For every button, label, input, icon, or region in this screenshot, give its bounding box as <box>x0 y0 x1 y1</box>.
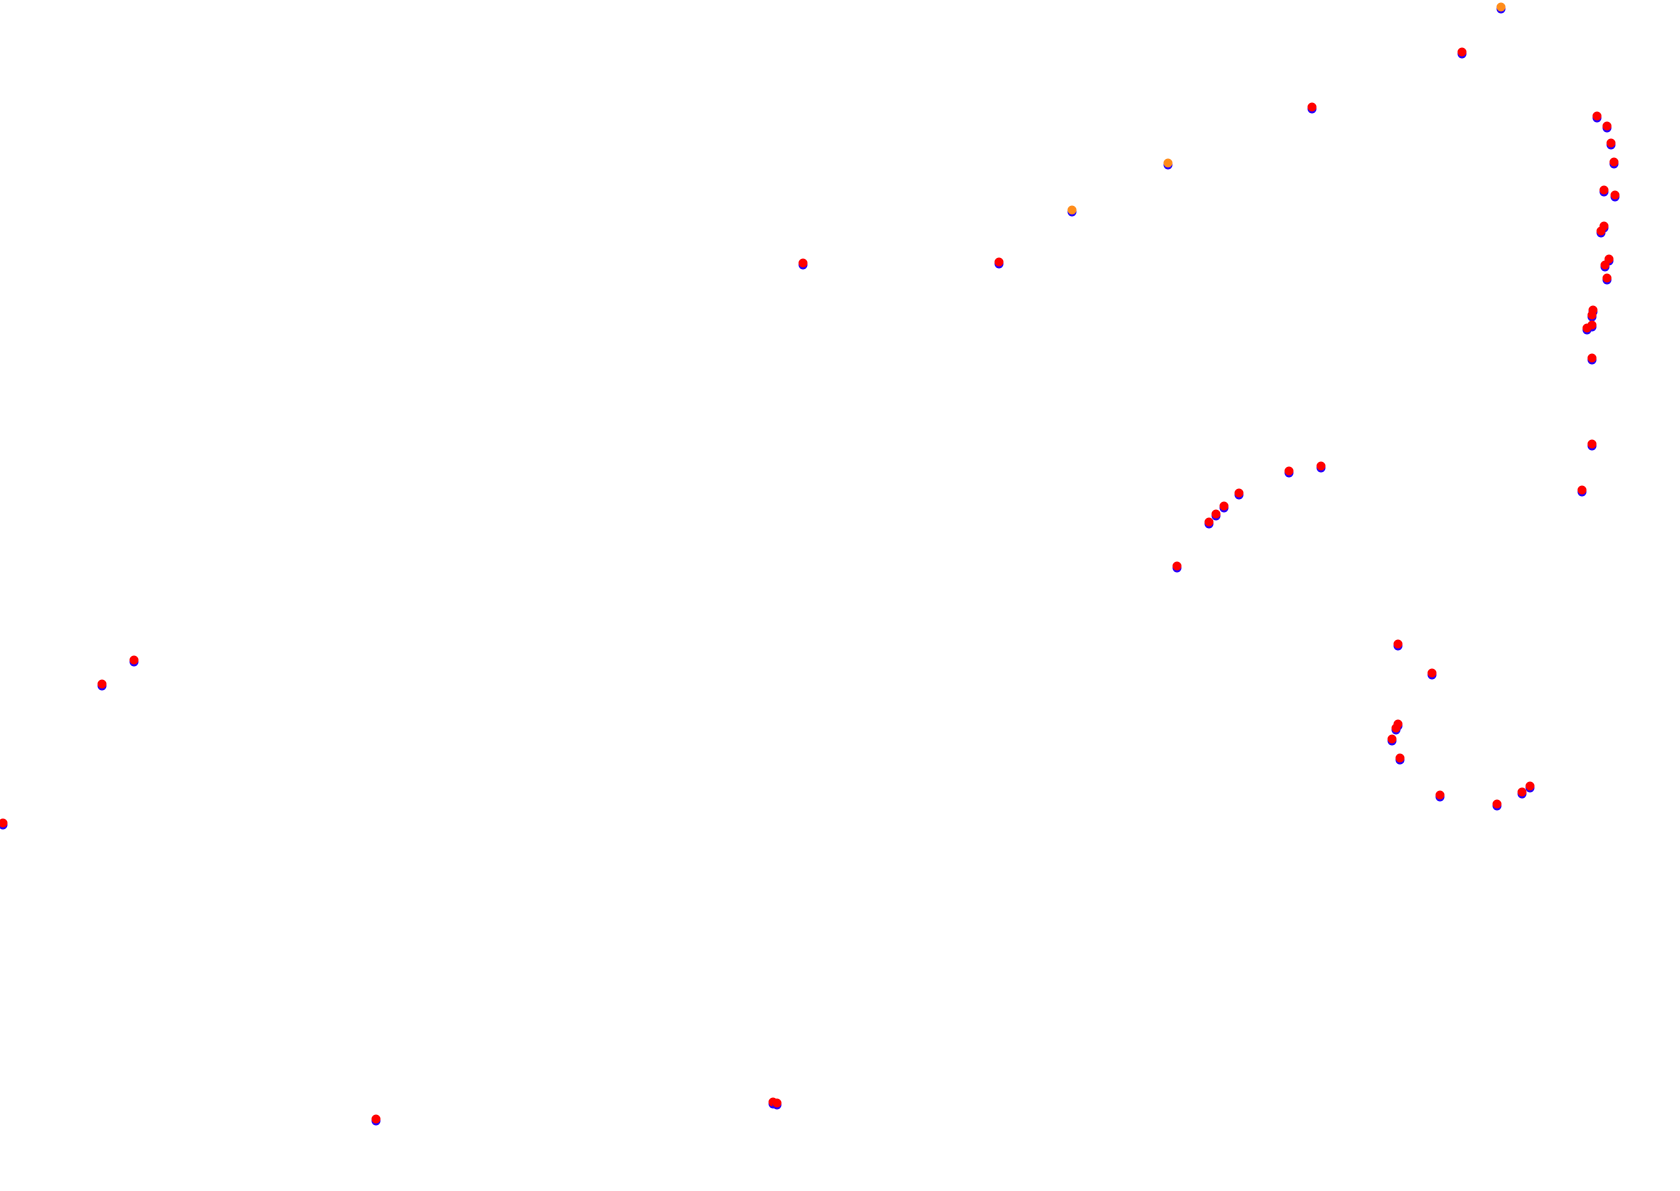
point-overlay <box>1393 639 1403 649</box>
point-marker <box>1067 205 1077 217</box>
point-overlay <box>1387 734 1397 744</box>
point-marker <box>1602 121 1612 133</box>
point-marker <box>1457 47 1467 59</box>
point-overlay <box>772 1098 782 1108</box>
point-marker <box>1219 501 1229 513</box>
point-marker <box>1587 310 1597 322</box>
point-marker <box>1284 466 1294 478</box>
point-overlay <box>1457 47 1467 57</box>
point-marker <box>1427 668 1437 680</box>
point-marker <box>1525 781 1535 793</box>
points-layer <box>0 2 1620 1126</box>
point-overlay <box>1610 190 1620 200</box>
point-marker <box>1592 111 1602 123</box>
point-marker <box>1577 485 1587 497</box>
point-marker <box>129 655 139 667</box>
point-marker <box>1610 190 1620 202</box>
point-overlay <box>1435 790 1445 800</box>
point-overlay <box>1219 501 1229 511</box>
point-overlay <box>1609 157 1619 167</box>
point-overlay <box>994 257 1004 267</box>
point-marker <box>0 818 8 830</box>
point-marker <box>371 1114 381 1126</box>
point-marker <box>1435 790 1445 802</box>
point-overlay <box>1172 561 1182 571</box>
point-marker <box>1316 461 1326 473</box>
point-marker <box>1204 517 1214 529</box>
point-marker <box>1234 488 1244 500</box>
point-overlay <box>1599 185 1609 195</box>
point-marker <box>1602 273 1612 285</box>
point-overlay <box>1211 509 1221 519</box>
point-overlay <box>1163 158 1173 168</box>
point-marker <box>1163 158 1173 170</box>
point-marker <box>1599 185 1609 197</box>
point-marker <box>97 679 107 691</box>
point-marker <box>1492 799 1502 811</box>
point-overlay <box>1517 787 1527 797</box>
point-overlay <box>1602 121 1612 131</box>
point-overlay <box>798 258 808 268</box>
point-marker <box>1609 157 1619 169</box>
point-marker <box>798 258 808 270</box>
point-overlay <box>0 818 8 828</box>
point-marker <box>1517 787 1527 799</box>
point-overlay <box>1427 668 1437 678</box>
point-overlay <box>1600 260 1610 270</box>
point-marker <box>1587 353 1597 365</box>
point-marker <box>1391 723 1401 735</box>
point-overlay <box>1596 226 1606 236</box>
point-overlay <box>1582 323 1592 333</box>
point-overlay <box>1592 111 1602 121</box>
point-overlay <box>1307 102 1317 112</box>
point-overlay <box>1234 488 1244 498</box>
point-overlay <box>1204 517 1214 527</box>
point-marker <box>772 1098 782 1110</box>
point-overlay <box>1284 466 1294 476</box>
point-overlay <box>1391 723 1401 733</box>
point-overlay <box>1067 205 1077 215</box>
point-marker <box>1393 639 1403 651</box>
point-marker <box>994 257 1004 269</box>
point-marker <box>1587 439 1597 451</box>
point-overlay <box>1587 353 1597 363</box>
point-overlay <box>129 655 139 665</box>
point-marker <box>1387 734 1397 746</box>
point-marker <box>1307 102 1317 114</box>
point-overlay <box>1316 461 1326 471</box>
point-overlay <box>1587 310 1597 320</box>
point-overlay <box>371 1114 381 1124</box>
point-overlay <box>1492 799 1502 809</box>
point-marker <box>1596 226 1606 238</box>
point-marker <box>1172 561 1182 573</box>
point-overlay <box>1395 753 1405 763</box>
point-overlay <box>1577 485 1587 495</box>
point-overlay <box>1587 439 1597 449</box>
point-marker <box>1600 260 1610 272</box>
point-overlay <box>1602 273 1612 283</box>
point-marker <box>1582 323 1592 335</box>
point-overlay <box>1606 138 1616 148</box>
point-marker <box>1606 138 1616 150</box>
point-overlay <box>97 679 107 689</box>
point-overlay <box>1525 781 1535 791</box>
point-overlay <box>1496 2 1506 12</box>
point-marker <box>1211 509 1221 521</box>
point-marker <box>1395 753 1405 765</box>
point-marker <box>1496 2 1506 14</box>
